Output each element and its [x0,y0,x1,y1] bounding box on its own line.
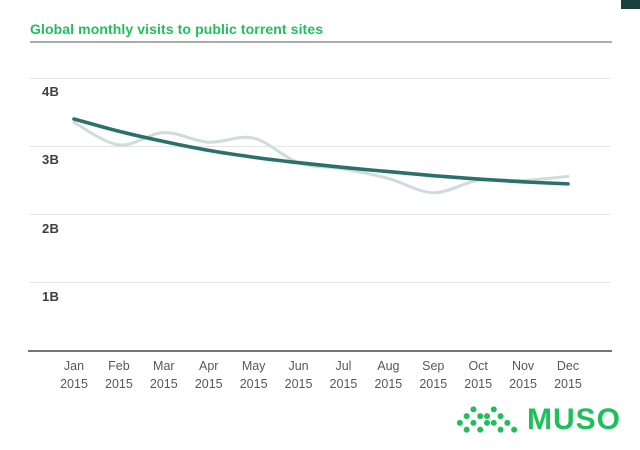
x-tick-label-aug: Aug 2015 [374,359,403,392]
x-tick-label-jan: Jan 2015 [60,359,88,392]
series-line-monthly-visits [72,120,570,195]
gridline-2B [30,214,610,216]
gridline-1B [30,282,610,284]
x-tick-label-oct: Oct 2015 [464,359,493,392]
y-tick-label-4B: 4B [42,84,60,99]
y-tick-label-2B: 2B [42,220,60,236]
chart-title: Global monthly visits to public torrent … [30,21,324,37]
muso-logo: MUSO [456,400,621,440]
y-tick-label-1B: 1B [42,288,60,304]
gridline-4B [30,77,610,79]
x-tick-label-jul: Jul 2015 [329,359,358,392]
x-tick-label-may: May 2015 [239,359,268,392]
corner-mark [621,0,640,9]
x-tick-label-feb: Feb 2015 [105,359,133,392]
x-tick-label-nov: Nov 2015 [509,359,537,392]
series-line-trend [72,117,570,186]
muso-wordmark: MUSO [527,403,621,436]
y-tick-label-3B: 3B [42,152,60,168]
gridline-3B [30,145,610,147]
x-tick-label-mar: Mar 2015 [149,359,178,392]
x-tick-label-apr: Apr 2015 [194,359,223,392]
muso-logo-icon [456,406,518,433]
x-tick-label-dec: Dec 2015 [554,359,582,392]
x-tick-label-jun: Jun 2015 [284,359,313,392]
x-tick-label-sep: Sep 2015 [419,359,448,392]
x-axis-line [28,350,612,352]
title-underline [30,41,612,43]
